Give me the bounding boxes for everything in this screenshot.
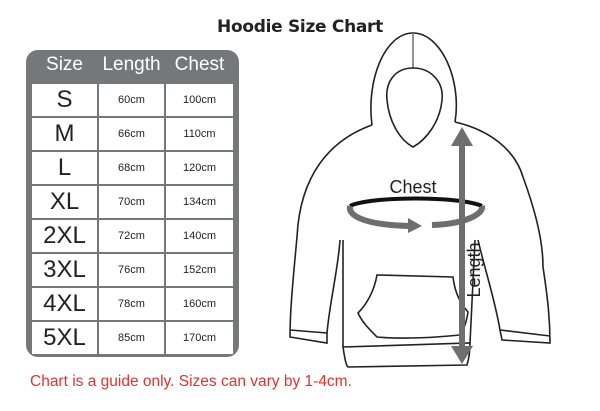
body-right [469, 239, 476, 344]
chest-cell: 134cm [166, 186, 233, 218]
left-cuff [289, 329, 328, 334]
length-cell: 72cm [99, 220, 164, 252]
chest-cell: 140cm [166, 220, 233, 252]
pocket [357, 274, 469, 339]
length-arrow-up-icon [451, 127, 473, 146]
table-row: 2XL 72cm 140cm [32, 220, 233, 253]
page-title: Hoodie Size Chart [217, 17, 383, 37]
chest-cell: 160cm [166, 288, 233, 320]
table-row: S 60cm 100cm [32, 84, 233, 117]
chest-cell: 152cm [166, 254, 233, 286]
length-cell: 68cm [99, 152, 164, 184]
size-cell: 4XL [32, 288, 97, 320]
length-cell: 70cm [99, 186, 164, 218]
size-cell: 2XL [32, 220, 97, 252]
header-length: Length [102, 54, 161, 75]
table-row: 4XL 78cm 160cm [32, 288, 233, 321]
length-cell: 60cm [99, 84, 164, 116]
chest-arrowhead-icon [408, 218, 422, 233]
length-cell: 66cm [99, 118, 164, 150]
chest-label: Chest [389, 177, 436, 197]
chest-ring-front [431, 205, 485, 228]
chest-cell: 170cm [166, 322, 233, 354]
chest-cell: 120cm [166, 152, 233, 184]
size-table: Size Length Chest S 60cm 100cm M 66cm 110cm L 6… [26, 50, 239, 357]
length-label: Length [464, 242, 484, 297]
table-row: XL 70cm 134cm [32, 186, 233, 219]
chest-arrow [346, 205, 411, 229]
length-measure: Length [451, 127, 484, 364]
length-cell: 85cm [99, 322, 164, 354]
right-sleeve [454, 121, 551, 344]
table-row: 3XL 76cm 152cm [32, 254, 233, 287]
header-size: Size [46, 54, 83, 75]
chest-measure: Chest [346, 177, 485, 233]
right-cuff [499, 329, 551, 337]
size-cell: 5XL [32, 322, 97, 354]
length-cell: 78cm [99, 288, 164, 320]
waistband [342, 342, 471, 368]
chest-cell: 100cm [166, 84, 233, 116]
size-cell: XL [32, 186, 97, 218]
length-cell: 76cm [99, 254, 164, 286]
table-row: 5XL 85cm 170cm [32, 322, 233, 355]
left-sleeve [289, 124, 373, 344]
length-arrow-down-icon [451, 346, 473, 364]
size-cell: 3XL [32, 254, 97, 286]
size-cell: M [32, 118, 97, 150]
hoodie-outline [289, 32, 551, 368]
table-row: M 66cm 110cm [32, 118, 233, 151]
header-chest: Chest [174, 54, 225, 75]
face-opening [386, 67, 443, 148]
chest-cell: 110cm [166, 118, 233, 150]
size-cell: S [32, 84, 97, 116]
disclaimer-note: Chart is a guide only. Sizes can vary by… [30, 373, 352, 390]
table-row: L 68cm 120cm [32, 152, 233, 185]
chest-ring-back [349, 196, 483, 208]
size-cell: L [32, 152, 97, 184]
